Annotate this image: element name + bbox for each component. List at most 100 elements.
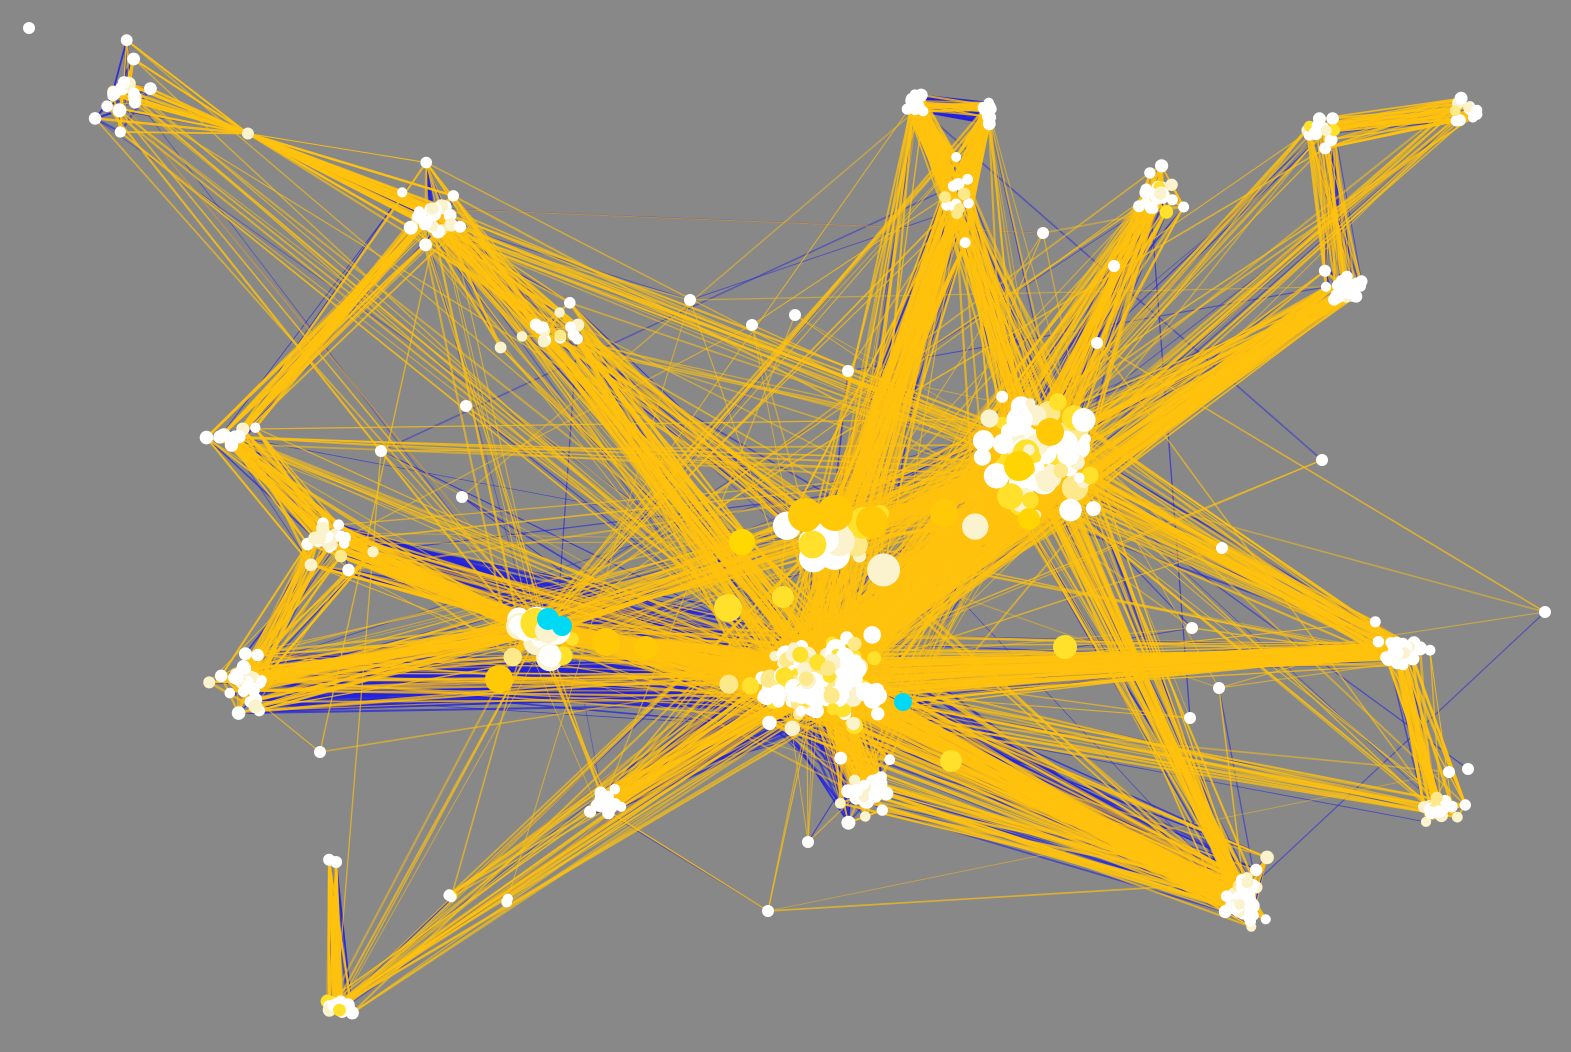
graph-node[interactable] bbox=[939, 191, 951, 204]
graph-node[interactable] bbox=[426, 202, 439, 215]
graph-node[interactable] bbox=[1318, 264, 1331, 277]
graph-node[interactable] bbox=[248, 699, 263, 714]
graph-node[interactable] bbox=[335, 530, 347, 542]
graph-node[interactable] bbox=[973, 448, 992, 466]
stray-node[interactable] bbox=[802, 836, 814, 848]
stray-node[interactable] bbox=[1037, 227, 1049, 239]
graph-node[interactable] bbox=[997, 483, 1024, 510]
graph-node[interactable] bbox=[1081, 433, 1092, 444]
graph-node[interactable] bbox=[443, 890, 455, 901]
graph-node[interactable] bbox=[795, 705, 807, 717]
graph-node[interactable] bbox=[250, 422, 261, 433]
stray-node[interactable] bbox=[314, 746, 326, 758]
graph-node[interactable] bbox=[871, 707, 885, 721]
graph-node[interactable] bbox=[1144, 167, 1156, 179]
graph-node[interactable] bbox=[564, 297, 576, 309]
graph-node[interactable] bbox=[516, 331, 528, 342]
graph-node[interactable] bbox=[1145, 187, 1158, 199]
graph-node[interactable] bbox=[501, 896, 513, 908]
graph-node[interactable] bbox=[992, 433, 1014, 455]
graph-node[interactable] bbox=[792, 646, 809, 663]
graph-node[interactable] bbox=[983, 463, 1010, 489]
graph-node[interactable] bbox=[256, 675, 267, 686]
graph-node[interactable] bbox=[1372, 636, 1385, 648]
graph-node[interactable] bbox=[241, 127, 254, 140]
graph-node[interactable] bbox=[537, 336, 549, 348]
graph-node[interactable] bbox=[1178, 201, 1190, 213]
graph-node[interactable] bbox=[996, 390, 1009, 403]
graph-node[interactable] bbox=[609, 784, 621, 795]
graph-node[interactable] bbox=[799, 671, 814, 686]
graph-node[interactable] bbox=[1424, 644, 1436, 656]
stray-node[interactable] bbox=[375, 445, 387, 457]
amber-hub-node-10[interactable] bbox=[1036, 418, 1064, 446]
cyan-node-center[interactable] bbox=[894, 693, 912, 711]
graph-node[interactable] bbox=[876, 804, 888, 816]
graph-node[interactable] bbox=[494, 341, 507, 354]
graph-node[interactable] bbox=[1006, 406, 1033, 434]
graph-node[interactable] bbox=[203, 676, 216, 689]
graph-node[interactable] bbox=[768, 684, 787, 703]
graph-node[interactable] bbox=[1085, 501, 1101, 517]
graph-node[interactable] bbox=[984, 102, 997, 116]
amber-hub-node-3[interactable] bbox=[856, 506, 888, 538]
graph-node[interactable] bbox=[1320, 281, 1332, 292]
graph-node[interactable] bbox=[1154, 187, 1167, 200]
graph-node[interactable] bbox=[1467, 112, 1478, 123]
graph-node[interactable] bbox=[1022, 492, 1039, 509]
graph-node[interactable] bbox=[1249, 863, 1263, 877]
stray-node[interactable] bbox=[456, 491, 468, 503]
graph-node[interactable] bbox=[1245, 900, 1256, 911]
graph-node[interactable] bbox=[1320, 125, 1332, 136]
amber-hub-node-4[interactable] bbox=[729, 529, 755, 555]
graph-node[interactable] bbox=[846, 716, 861, 731]
graph-node[interactable] bbox=[1071, 408, 1096, 432]
graph-node[interactable] bbox=[251, 648, 264, 662]
graph-node[interactable] bbox=[565, 321, 576, 333]
graph-node[interactable] bbox=[834, 797, 846, 809]
graph-node[interactable] bbox=[403, 220, 418, 235]
amber-hub-node-13[interactable] bbox=[1053, 635, 1077, 659]
graph-node[interactable] bbox=[1424, 806, 1438, 820]
stray-node[interactable] bbox=[842, 365, 854, 377]
graph-node[interactable] bbox=[397, 187, 408, 198]
graph-node[interactable] bbox=[867, 553, 901, 587]
stray-node[interactable] bbox=[1184, 712, 1196, 724]
amber-hub-node-7[interactable] bbox=[634, 636, 658, 660]
node-layer[interactable] bbox=[23, 22, 1551, 1020]
graph-node[interactable] bbox=[1328, 124, 1341, 137]
graph-node[interactable] bbox=[128, 96, 142, 109]
graph-node[interactable] bbox=[1389, 645, 1404, 660]
graph-node[interactable] bbox=[1451, 811, 1463, 823]
graph-node[interactable] bbox=[1036, 471, 1057, 492]
graph-node[interactable] bbox=[1241, 876, 1254, 889]
stray-node[interactable] bbox=[762, 905, 774, 917]
graph-node[interactable] bbox=[333, 519, 344, 531]
graph-node[interactable] bbox=[118, 76, 131, 89]
graph-node[interactable] bbox=[1260, 850, 1274, 865]
graph-node[interactable] bbox=[1335, 275, 1348, 287]
stray-node[interactable] bbox=[1316, 454, 1328, 466]
graph-node[interactable] bbox=[1260, 914, 1271, 925]
graph-node[interactable] bbox=[1420, 816, 1432, 828]
graph-node[interactable] bbox=[1073, 472, 1085, 484]
graph-node[interactable] bbox=[820, 660, 836, 676]
graph-node[interactable] bbox=[1369, 616, 1381, 628]
graph-node[interactable] bbox=[1308, 126, 1323, 141]
amber-hub-node-14[interactable] bbox=[940, 750, 962, 772]
graph-node[interactable] bbox=[312, 530, 327, 545]
graph-node[interactable] bbox=[127, 52, 140, 66]
graph-node[interactable] bbox=[951, 152, 962, 162]
graph-node[interactable] bbox=[953, 203, 965, 214]
graph-node[interactable] bbox=[419, 238, 432, 252]
graph-node[interactable] bbox=[503, 647, 522, 667]
graph-node[interactable] bbox=[88, 112, 102, 125]
graph-node[interactable] bbox=[114, 126, 126, 138]
amber-hub-node-9[interactable] bbox=[1004, 451, 1034, 481]
graph-node[interactable] bbox=[1326, 112, 1339, 125]
stray-node[interactable] bbox=[23, 22, 35, 34]
amber-hub-node-11[interactable] bbox=[930, 499, 958, 527]
stray-node[interactable] bbox=[1186, 622, 1198, 634]
graph-node[interactable] bbox=[1066, 508, 1080, 521]
graph-node[interactable] bbox=[231, 706, 246, 720]
